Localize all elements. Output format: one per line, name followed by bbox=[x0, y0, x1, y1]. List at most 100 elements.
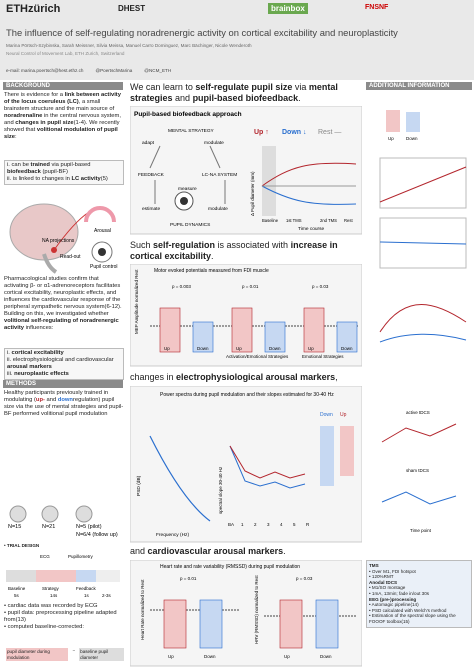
p-value: p = 0.03 bbox=[312, 284, 329, 289]
p-value: p = 0.03 bbox=[296, 576, 313, 581]
node: MENTAL STRATEGY bbox=[168, 128, 215, 134]
contact: e-mail: marina.poertsch@hest.ethz.ch bbox=[6, 68, 84, 73]
axis-label: PSD (dB) bbox=[136, 475, 142, 496]
text: Pharmacological studies confirm that act… bbox=[4, 276, 122, 317]
text: • M1/SO montage bbox=[369, 585, 406, 591]
x-label: BA bbox=[228, 522, 234, 527]
axis-label: Δ Pupil diameter (mm) bbox=[250, 171, 255, 216]
x-label: 2 bbox=[254, 522, 257, 527]
text: • Automagic pipeline(14) bbox=[369, 602, 419, 608]
text: noradrenaline bbox=[4, 113, 43, 119]
intro: There is evidence for a link between act… bbox=[4, 92, 124, 141]
text: changes in bbox=[130, 372, 177, 382]
logo: brainbox bbox=[268, 3, 308, 14]
label: sham tDCS bbox=[406, 468, 429, 473]
text: self-regulation bbox=[153, 240, 216, 250]
text: (pupil-BF) bbox=[40, 169, 68, 175]
text: changes in pupil size bbox=[15, 120, 74, 126]
methods-text: Healthy participants previously trained … bbox=[4, 390, 124, 418]
header bbox=[0, 0, 474, 80]
text: increase in cortical excitability bbox=[130, 240, 338, 261]
bar bbox=[279, 599, 303, 649]
legend: Up bbox=[340, 412, 347, 418]
text: cortical excitability bbox=[11, 350, 64, 356]
text: link between activity of the locus coeru… bbox=[4, 92, 121, 105]
x-label: Down bbox=[341, 346, 353, 351]
text: i. bbox=[7, 350, 12, 356]
axis-label: HRV (RMSSD) normalized to Rest bbox=[254, 575, 259, 644]
bar bbox=[303, 307, 325, 353]
duration: 2-3s bbox=[102, 593, 112, 598]
text: • 120%RMT bbox=[369, 574, 394, 580]
axis-label: Time course bbox=[298, 226, 325, 232]
hr-panel: Heart rate and rate variability (RMSSD) … bbox=[130, 560, 362, 667]
phase: Feedback bbox=[76, 586, 97, 591]
text: pupil-based biofeedback bbox=[192, 92, 299, 103]
p-value: p = 0.01 bbox=[180, 576, 197, 581]
n-label: N=5 (pilot) bbox=[76, 524, 102, 530]
group: Activation/Emotional Strategies bbox=[226, 354, 289, 359]
text: in the central nervous system, and bbox=[4, 113, 121, 126]
text: , bbox=[335, 372, 338, 382]
label: Down bbox=[406, 136, 418, 141]
signal: ECG bbox=[40, 554, 50, 559]
x-label: Up bbox=[168, 654, 174, 659]
text: neuroplastic effects bbox=[14, 371, 69, 377]
x-label: Down bbox=[320, 654, 332, 659]
caption: Heart rate and rate variability (RMSSD) … bbox=[160, 564, 300, 570]
label: Up bbox=[388, 136, 394, 141]
text: baseline pupil diameter bbox=[79, 648, 124, 662]
axis-label: spectral slope 30-40 Hz bbox=[218, 466, 223, 514]
fig-label: Arousal bbox=[94, 228, 111, 234]
text: volitional modulation of pupil size bbox=[4, 127, 118, 140]
legend: Down ↓ bbox=[282, 129, 307, 136]
duration: 5s bbox=[14, 593, 20, 598]
text: biofeedback bbox=[7, 169, 41, 175]
x-label: Up bbox=[164, 346, 170, 351]
text: . bbox=[283, 546, 286, 556]
eeg-panel: Power spectra during pupil modulation an… bbox=[130, 386, 362, 543]
node: adapt bbox=[142, 140, 155, 146]
text: • cardiac data was recorded by ECG bbox=[4, 603, 98, 609]
text: LC activity bbox=[71, 176, 101, 182]
caption: Motor evoked potentials measured from FD… bbox=[154, 268, 269, 274]
phase: Baseline bbox=[262, 218, 279, 223]
additional-figures: Up Down active tDCS sham tDCS Time point bbox=[379, 110, 467, 533]
bar bbox=[163, 599, 187, 649]
text: EEG (pre-)processing bbox=[369, 596, 417, 602]
text: and bbox=[130, 546, 148, 556]
text: There is evidence for a bbox=[4, 92, 65, 98]
list: i. can be trained via pupil-based biofee… bbox=[4, 160, 124, 185]
node: PUPIL DYNAMICS bbox=[170, 222, 210, 228]
x-label: 1 bbox=[241, 522, 244, 527]
p-value: p = 0.01 bbox=[242, 284, 259, 289]
x-label: R bbox=[306, 522, 310, 527]
contacts: e-mail: marina.poertsch@hest.ethz.ch @Poe… bbox=[6, 68, 286, 74]
text: (5) bbox=[100, 176, 108, 182]
signal: Pupillometry bbox=[68, 554, 94, 559]
headline: and cardiovascular arousal markers. bbox=[130, 546, 362, 557]
x-label: 3 bbox=[267, 522, 270, 527]
label: active tDCS bbox=[406, 410, 430, 415]
text: iii. bbox=[7, 371, 15, 377]
methods-figure: N=15 N=21 N=5 (pilot) N=6/4 (follow up) bbox=[8, 505, 118, 538]
formula: pupil diameter during modulation − baselin… bbox=[6, 648, 124, 662]
logo: FNSNF bbox=[365, 4, 389, 11]
bar bbox=[199, 599, 223, 649]
text: Anodal tDCS bbox=[369, 579, 398, 585]
bar bbox=[159, 307, 181, 353]
x-label: Down bbox=[269, 346, 281, 351]
node: LC-NA SYSTEM bbox=[202, 172, 237, 178]
x-label: Up bbox=[236, 346, 242, 351]
x-label: 4 bbox=[280, 522, 283, 527]
text: • 1mA, 13min; fade in/out 30s bbox=[369, 590, 430, 596]
fig-label: Read-out bbox=[60, 254, 81, 260]
bar bbox=[336, 321, 358, 353]
text: up- bbox=[35, 397, 45, 403]
text: mental strategies bbox=[130, 82, 338, 103]
biofeedback-panel: Pupil-based biofeedback approach MENTAL … bbox=[130, 106, 362, 235]
text: • pupil data: preprocessing pipeline ada… bbox=[4, 610, 117, 623]
section-heading: ADDITIONAL INFORMATION bbox=[366, 82, 472, 90]
x-label: Up bbox=[284, 654, 290, 659]
